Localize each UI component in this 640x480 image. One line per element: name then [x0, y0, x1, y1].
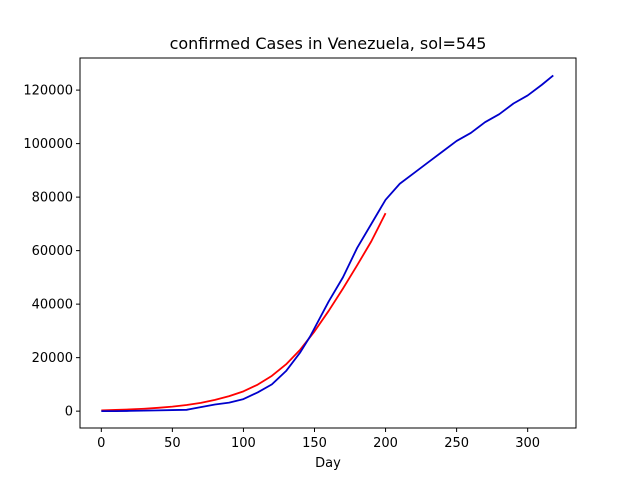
y-tick-label: 20000 — [32, 351, 73, 366]
x-tick-label: 250 — [444, 436, 469, 451]
plot-area — [80, 58, 576, 428]
series-layer — [101, 74, 554, 413]
plot-frame — [79, 57, 577, 429]
x-tick-label: 300 — [515, 436, 540, 451]
chart-title: confirmed Cases in Venezuela, sol=545 — [170, 34, 487, 53]
y-tick-label: 80000 — [32, 191, 73, 206]
y-tick-label: 0 — [65, 405, 73, 420]
confirmed-cases-line — [101, 74, 554, 413]
x-axis: 0 50 100 150 200 250 300 — [97, 428, 540, 451]
y-tick-label: 40000 — [32, 298, 73, 313]
y-tick-label: 60000 — [32, 244, 73, 259]
x-tick-label: 50 — [164, 436, 181, 451]
y-tick-label: 100000 — [23, 137, 73, 152]
y-tick-label: 120000 — [23, 84, 73, 99]
x-axis-label: Day — [315, 456, 341, 471]
x-tick-label: 150 — [302, 436, 327, 451]
x-tick-label: 0 — [97, 436, 105, 451]
x-tick-label: 200 — [373, 436, 398, 451]
fitted-curve-line — [101, 212, 387, 412]
x-tick-label: 100 — [231, 436, 256, 451]
y-axis: 0 20000 40000 60000 80000 100000 120000 — [23, 84, 80, 420]
